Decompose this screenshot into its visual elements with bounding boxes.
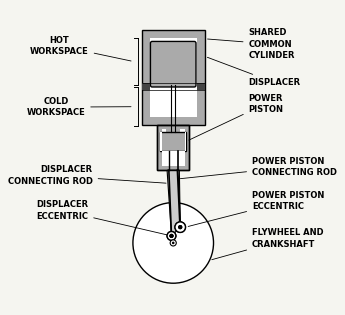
Bar — [142, 30, 205, 125]
Circle shape — [170, 234, 173, 238]
Bar — [157, 125, 189, 170]
Bar — [142, 83, 150, 90]
Circle shape — [175, 222, 186, 232]
Bar — [160, 132, 162, 151]
FancyBboxPatch shape — [150, 42, 196, 87]
Circle shape — [133, 203, 214, 283]
Circle shape — [178, 226, 182, 229]
Circle shape — [170, 240, 176, 246]
Text: POWER PISTON
ECCENTRIC: POWER PISTON ECCENTRIC — [188, 191, 324, 226]
Text: FLYWHEEL AND
CRANKSHAFT: FLYWHEEL AND CRANKSHAFT — [212, 228, 324, 260]
Text: SHARED
COMMON
CYLINDER: SHARED COMMON CYLINDER — [208, 28, 295, 60]
Bar — [150, 38, 197, 117]
Circle shape — [167, 232, 176, 240]
Bar — [180, 129, 185, 166]
Circle shape — [167, 232, 176, 240]
Bar — [162, 151, 185, 166]
Bar — [157, 125, 189, 170]
Text: DISPLACER
CONNECTING ROD: DISPLACER CONNECTING ROD — [8, 165, 166, 186]
Circle shape — [172, 242, 175, 244]
Bar — [160, 132, 186, 151]
Polygon shape — [167, 170, 180, 236]
Text: POWER
PISTON: POWER PISTON — [189, 94, 284, 140]
Circle shape — [178, 226, 182, 229]
Circle shape — [170, 234, 173, 238]
Bar — [162, 129, 166, 166]
Bar — [197, 83, 205, 90]
Text: POWER PISTON
CONNECTING ROD: POWER PISTON CONNECTING ROD — [180, 157, 337, 179]
Text: HOT
WORKSPACE: HOT WORKSPACE — [30, 36, 131, 61]
Text: COLD
WORKSPACE: COLD WORKSPACE — [27, 97, 131, 117]
Text: DISPLACER
ECCENTRIC: DISPLACER ECCENTRIC — [36, 200, 169, 235]
Text: DISPLACER: DISPLACER — [207, 57, 301, 87]
Circle shape — [175, 222, 186, 232]
Bar — [185, 132, 186, 151]
